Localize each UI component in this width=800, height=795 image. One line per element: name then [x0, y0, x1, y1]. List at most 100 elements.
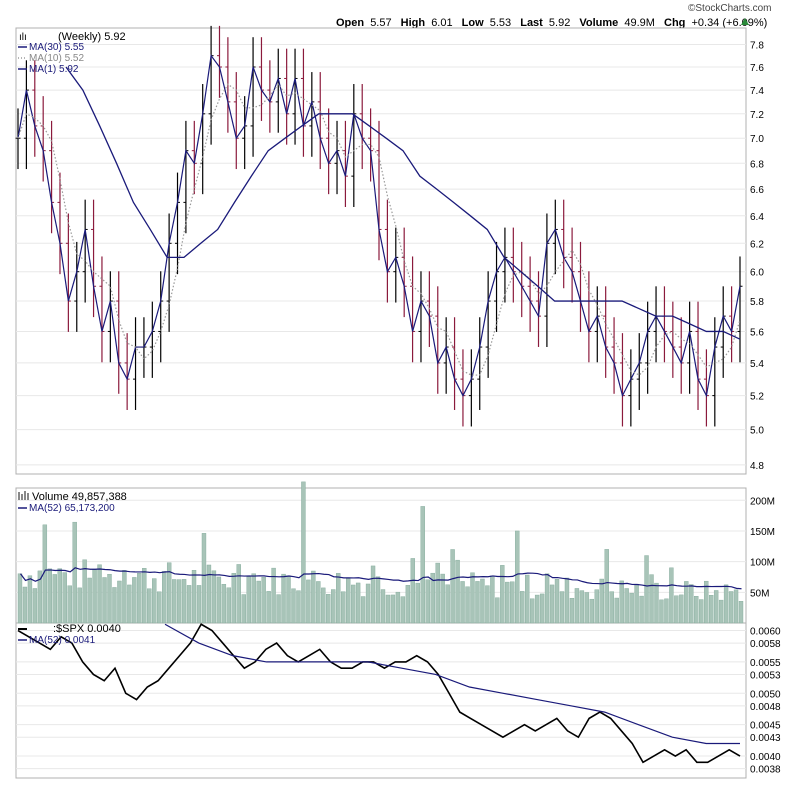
volume-bar: [410, 558, 416, 624]
price-tick-label: 7.2: [750, 110, 764, 121]
volume-bar: [395, 591, 401, 624]
volume-bar: [196, 585, 202, 624]
price-title: (Weekly) 5.92: [58, 31, 126, 43]
volume-bar: [166, 562, 172, 624]
volume-bar: [400, 596, 406, 624]
volume-bar: [559, 591, 565, 624]
volume-bar: [584, 592, 590, 624]
volume-tick-label: 200M: [750, 496, 775, 507]
volume-bar: [107, 574, 112, 624]
volume-bar: [226, 587, 232, 624]
ratio-tick-label: 0.0045: [750, 721, 781, 732]
price-tick-label: 6.2: [750, 239, 764, 250]
volume-bar: [251, 573, 256, 624]
volume-bar: [360, 596, 366, 624]
volume-bar: [57, 568, 62, 624]
legend-ma1: MA(1) 5.92: [29, 64, 79, 75]
price-tick-label: 7.6: [750, 63, 764, 74]
volume-bar: [301, 481, 306, 624]
volume-bars: [17, 481, 744, 624]
volume-bar: [261, 576, 266, 624]
volume-bar: [375, 576, 381, 624]
volume-bar: [480, 578, 485, 624]
ratio-ma-line: [164, 623, 740, 745]
volume-bar: [117, 580, 122, 624]
volume-bar: [619, 580, 624, 624]
volume-bar: [157, 591, 162, 624]
volume-bar: [704, 580, 709, 624]
volume-tick-label: 100M: [750, 558, 775, 569]
ratio-tick-label: 0.0038: [750, 765, 781, 776]
volume-bar: [594, 589, 599, 624]
volume-bar: [181, 579, 187, 624]
volume-bar: [718, 599, 724, 624]
volume-bar: [112, 587, 117, 624]
volume-bar: [127, 584, 132, 624]
legend-ma10: MA(10) 5.52: [29, 53, 84, 64]
volume-bar: [475, 581, 480, 624]
volume-bar: [460, 581, 465, 624]
volume-bar: [37, 570, 43, 624]
volume-bar: [390, 594, 396, 624]
price-tick-label: 5.4: [750, 359, 764, 370]
volume-bar: [326, 594, 331, 624]
volume-bar: [286, 575, 291, 624]
volume-bar: [102, 577, 107, 624]
volume-bar: [544, 573, 550, 624]
volume-bar: [276, 594, 281, 624]
volume-bar: [47, 568, 53, 624]
price-legend-ticker-icon: ılı: [19, 32, 27, 43]
volume-bar: [316, 581, 321, 624]
volume-bar: [738, 601, 744, 624]
volume-bar: [380, 589, 386, 624]
volume-bar: [728, 591, 734, 624]
price-tick-label: 5.6: [750, 327, 764, 338]
volume-bar: [176, 579, 182, 624]
volume-bar: [355, 582, 361, 624]
volume-bar: [147, 588, 152, 624]
volume-bar: [350, 584, 356, 624]
price-tick-label: 5.2: [750, 392, 764, 403]
volume-bar: [321, 587, 326, 624]
volume-bar: [525, 574, 530, 624]
volume-bar: [420, 506, 425, 624]
ratio-tick-label: 0.0053: [750, 670, 781, 681]
volume-bar: [331, 589, 336, 624]
volume-bar: [137, 573, 142, 624]
volume-bar: [306, 579, 311, 624]
price-tick-label: 6.4: [750, 212, 764, 223]
volume-bar: [694, 596, 699, 624]
volume-tick-label: 50M: [750, 588, 769, 599]
volume-bar: [644, 555, 649, 624]
volume-bar: [589, 598, 595, 624]
volume-bar: [87, 577, 92, 624]
volume-bar: [22, 586, 28, 624]
volume-bar: [67, 585, 72, 624]
ma10-line: [17, 83, 741, 376]
ratio-tick-label: 0.0040: [750, 752, 781, 763]
volume-bar: [440, 573, 445, 624]
volume-bar: [266, 591, 271, 624]
legend-ratio-ma52: MA(52) 0.0041: [29, 635, 96, 646]
volume-bar: [216, 576, 222, 624]
volume-bar: [236, 564, 241, 624]
volume-bar: [629, 592, 634, 624]
volume-bar: [490, 575, 495, 624]
ratio-tick-label: 0.0043: [750, 733, 781, 744]
ratio-tick-label: 0.0048: [750, 702, 781, 713]
volume-bar: [241, 594, 246, 624]
volume-bar: [445, 584, 450, 624]
price-tick-label: 5.8: [750, 297, 764, 308]
volume-bar: [534, 594, 540, 624]
volume-bar: [221, 584, 227, 624]
volume-bar: [733, 589, 739, 624]
volume-bar: [345, 578, 351, 624]
volume-bar: [271, 567, 276, 624]
volume-bar: [52, 574, 57, 624]
volume-bar: [281, 573, 286, 624]
volume-bar: [505, 581, 510, 624]
volume-bar: [142, 568, 147, 624]
volume-bar: [634, 583, 639, 624]
ratio-legend: :$SPX 0.0040 MA(52) 0.0041: [18, 623, 121, 646]
